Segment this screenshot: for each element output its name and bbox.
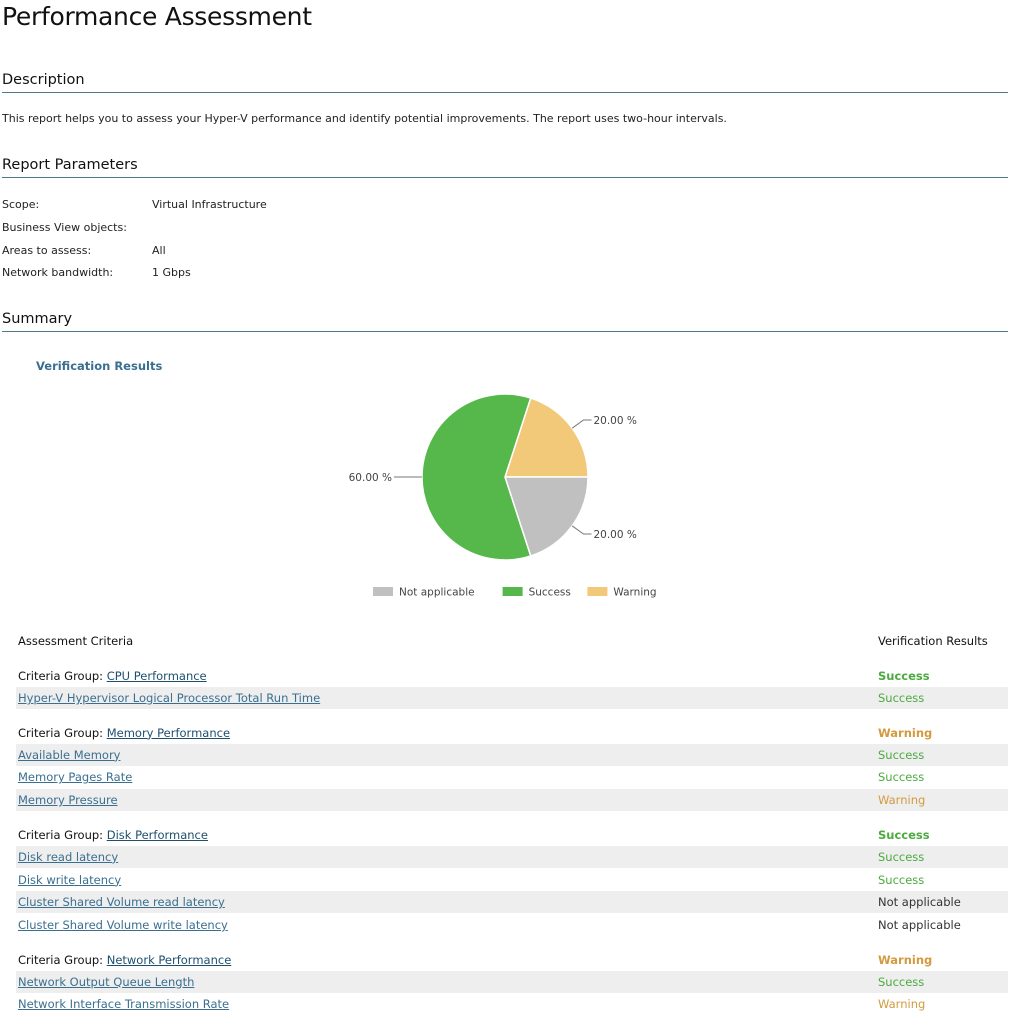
criteria-group-label: Criteria Group: Network Performance [18,953,231,967]
criteria-group-label: Criteria Group: CPU Performance [18,669,207,683]
table-row: Memory Pages Rate Success [16,766,1008,788]
criteria-group-prefix: Criteria Group: [18,952,107,967]
criteria-group-result: Success [878,669,930,683]
chart-title: Verification Results [36,359,163,373]
criteria-result: Success [878,691,925,705]
criteria-result: Success [878,872,925,887]
table-row: Cluster Shared Volume write latency Not a… [16,914,1008,936]
table-row: Disk write latency Success [16,869,1008,891]
criteria-group-label: Criteria Group: Memory Performance [18,726,230,740]
table-row: Network Output Queue Length Success [16,970,1008,993]
report-parameters-heading: Report Parameters [2,155,1008,178]
criteria-group-row: Criteria Group: CPU Performance Success [16,665,1008,687]
col-header-results: Verification Results [878,634,988,648]
description-text: This report helps you to assess your Hyp… [2,112,727,125]
criteria-group-result: Warning [878,725,933,740]
description-heading: Description [2,70,1008,93]
criteria-group-prefix: Criteria Group: [18,827,107,842]
criteria-result: Not applicable [878,917,961,932]
table-row: Memory Pressure Warning [16,789,1008,812]
table-row: Disk read latency Success [16,845,1008,868]
table-row: Network Interface Transmission Rate Warni… [16,993,1008,1015]
pie-data-label: 20.00 % [593,415,636,427]
param-scope-label: Scope: [2,198,40,211]
table-row: Cluster Shared Volume read latency Not ap… [16,891,1008,914]
criteria-group-row: Criteria Group: Memory Performance Warnin… [16,722,1008,744]
criteria-group-link[interactable]: Disk Performance [106,827,208,842]
criteria-result: Success [878,770,925,785]
criteria-link[interactable]: Memory Pages Rate [18,770,133,785]
table-row: Hyper-V Hypervisor Logical Processor Tot… [16,687,1008,709]
criteria-link[interactable]: Cluster Shared Volume read latency [18,895,225,910]
legend-label-success: Success [529,587,571,599]
legend-label-not-applicable: Not applicable [399,587,475,599]
legend-swatch-success [502,587,523,596]
table-row: Available Memory Success [16,743,1008,766]
param-bandwidth-label: Network bandwidth: [2,266,114,279]
criteria-group-result: Warning [878,952,933,967]
param-bandwidth-value: 1 Gbps [152,266,191,279]
criteria-link[interactable]: Memory Pressure [18,793,118,808]
pie-data-label: 60.00 % [349,472,392,484]
col-header-criteria: Assessment Criteria [18,634,134,648]
legend-swatch-warning [587,587,608,596]
criteria-link[interactable]: Available Memory [18,747,121,762]
criteria-result: Success [878,849,925,864]
summary-heading: Summary [2,309,1008,332]
legend-label-warning: Warning [613,587,656,599]
param-areas-label: Areas to assess: [2,244,92,257]
criteria-link[interactable]: Disk write latency [18,872,122,887]
criteria-group-row: Criteria Group: Network Performance Warni… [16,949,1008,971]
param-areas-value: All [152,244,166,257]
pie-leader-line [571,525,592,535]
param-scope-value: Virtual Infrastructure [152,198,267,211]
param-business-view-label: Business View objects: [2,221,127,234]
pie-data-label: 20.00 % [593,529,636,541]
pie-leader-line [571,419,592,429]
criteria-link[interactable]: Network Interface Transmission Rate [18,997,230,1012]
page-title: Performance Assessment [2,2,312,31]
criteria-link[interactable]: Network Output Queue Length [18,974,195,989]
criteria-group-label: Criteria Group: Disk Performance [18,828,208,842]
criteria-group-result: Success [878,827,930,842]
pie-slice-warning [503,397,589,478]
criteria-group-link[interactable]: Memory Performance [106,725,231,740]
criteria-result: Warning [878,997,926,1012]
criteria-group-row: Criteria Group: Disk Performance Success [16,824,1008,846]
verification-pie-chart: 20.00 % 20.00 % 60.00 % Not applicable Succe… [349,393,657,599]
legend-swatch-not-applicable [373,587,393,596]
criteria-group-link[interactable]: CPU Performance [106,669,207,683]
criteria-group-prefix: Criteria Group: [18,725,107,740]
criteria-result: Warning [878,793,926,808]
criteria-group-prefix: Criteria Group: [18,669,107,683]
criteria-link[interactable]: Cluster Shared Volume write latency [18,917,228,932]
criteria-result: Success [878,747,925,762]
criteria-result: Not applicable [878,895,961,910]
criteria-group-link[interactable]: Network Performance [106,952,232,967]
criteria-result: Success [878,974,925,989]
pie-slice-success [421,393,532,561]
criteria-link[interactable]: Hyper-V Hypervisor Logical Processor Tot… [18,691,321,705]
criteria-link[interactable]: Disk read latency [18,849,119,864]
